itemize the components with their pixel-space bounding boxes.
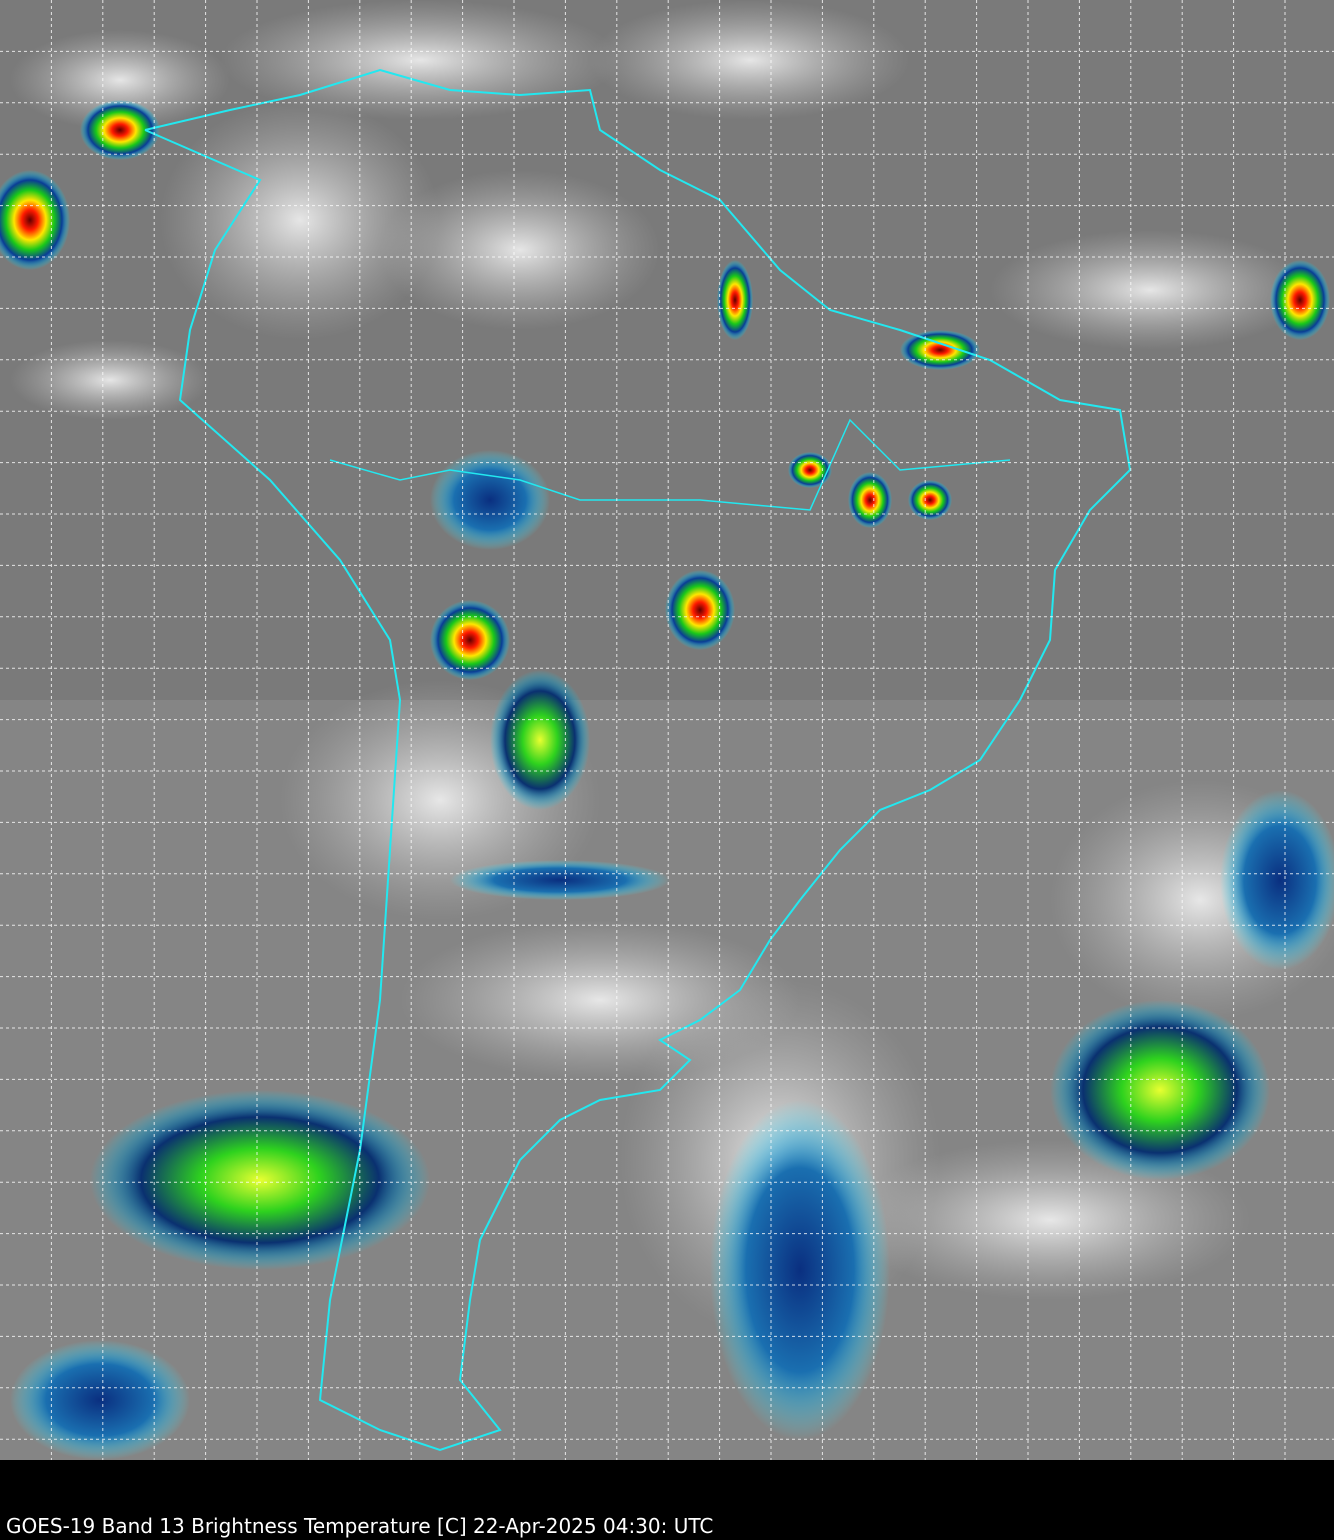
image-caption: GOES-19 Band 13 Brightness Temperature [… xyxy=(6,1514,714,1538)
convective-cell xyxy=(908,480,952,520)
convective-cell xyxy=(848,472,892,528)
convective-cell xyxy=(1050,1000,1270,1180)
convective-cell xyxy=(430,600,510,680)
convective-cell xyxy=(710,1100,890,1440)
convective-cell xyxy=(717,260,753,340)
convective-cell xyxy=(900,330,980,370)
convective-cell xyxy=(430,450,550,550)
convective-cell xyxy=(1270,260,1330,340)
cloud-patch xyxy=(10,30,230,130)
convective-cell xyxy=(80,100,160,160)
convective-cell xyxy=(490,670,590,810)
convective-cell xyxy=(90,1090,430,1270)
cloud-patch xyxy=(990,230,1310,350)
cloud-patch xyxy=(10,340,210,420)
cloud-patch xyxy=(220,0,620,120)
cloud-patch xyxy=(590,0,910,120)
satellite-map xyxy=(0,0,1334,1460)
convective-cell xyxy=(0,170,70,270)
cloud-patch xyxy=(850,1140,1250,1300)
convective-cell xyxy=(665,570,735,650)
cloud-patch xyxy=(160,100,440,340)
country-borders xyxy=(329,418,1011,511)
convective-cell xyxy=(10,1340,190,1460)
convective-cell xyxy=(788,452,832,488)
convective-cell xyxy=(450,860,670,900)
cloud-patch xyxy=(380,170,660,330)
cloud-layer xyxy=(0,0,1334,1460)
lat-lon-grid xyxy=(0,0,1334,1460)
